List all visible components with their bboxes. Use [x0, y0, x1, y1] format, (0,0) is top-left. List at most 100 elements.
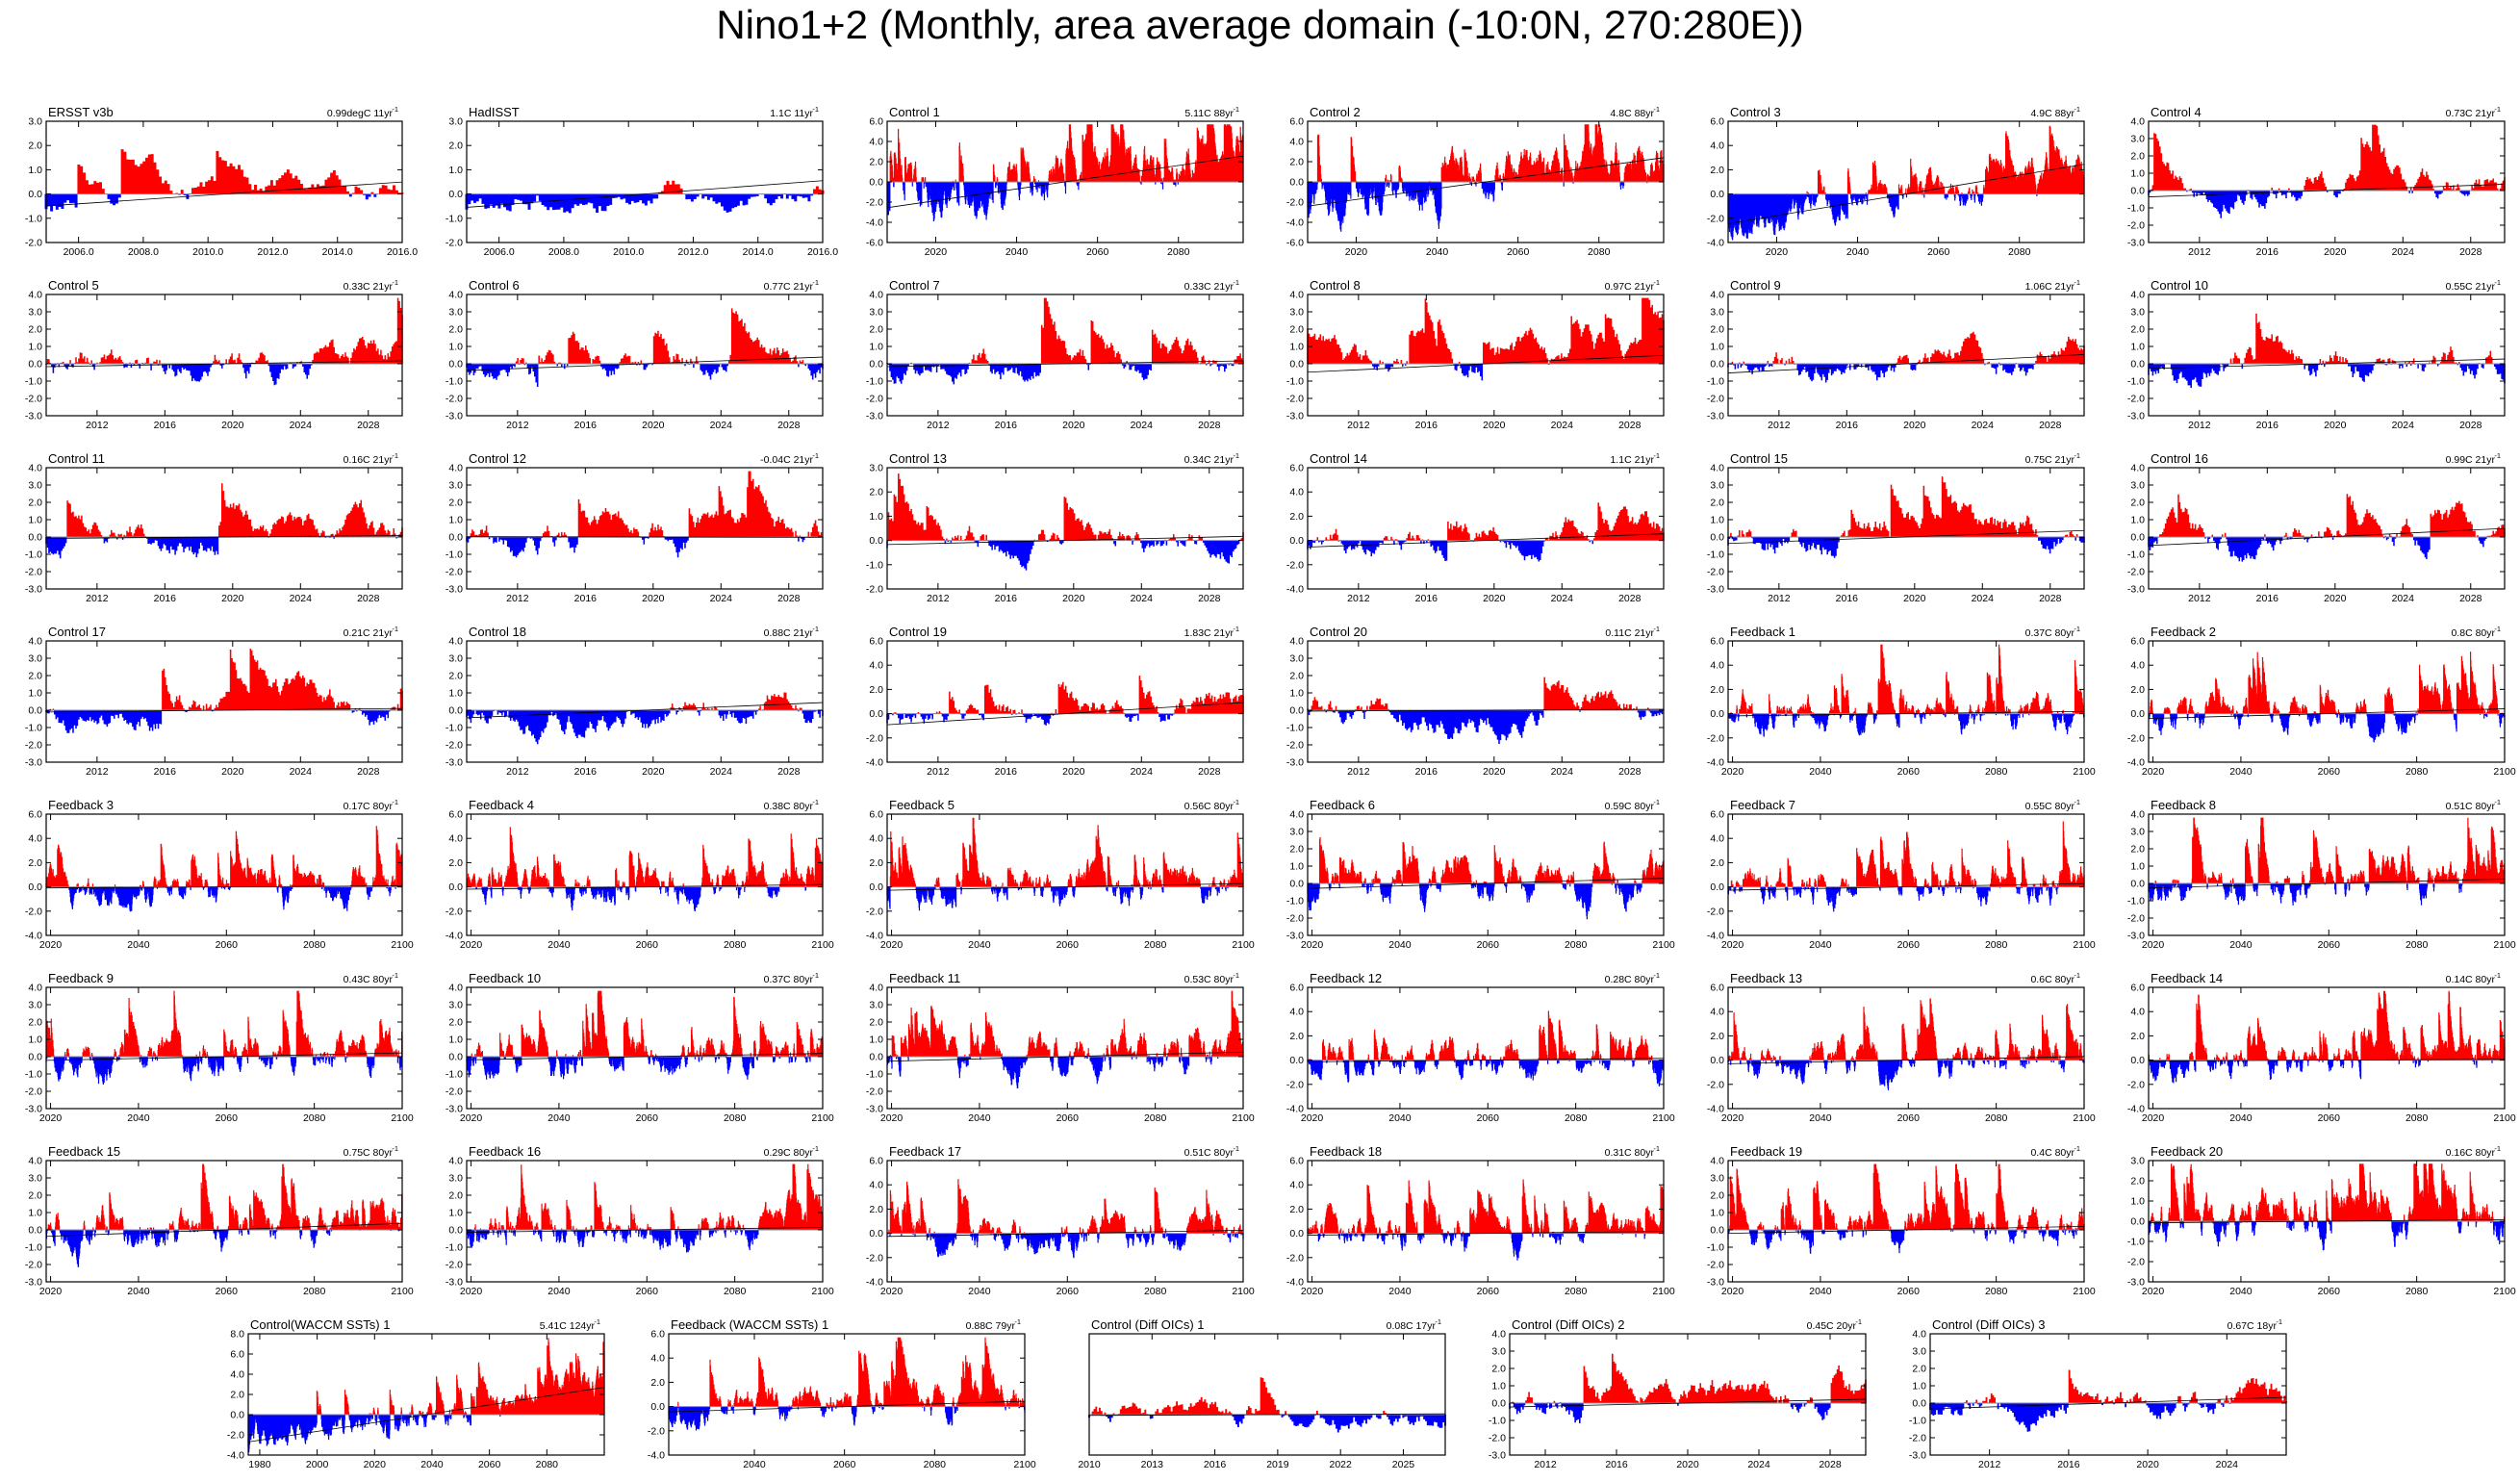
trend-label: 0.99C 21yr [2446, 454, 2496, 466]
positive-anomaly-area [889, 817, 1244, 887]
y-tick-label: 0.0 [448, 189, 463, 200]
trend-exponent: -1 [1653, 971, 1660, 980]
trend-label: 0.11C 21yr [1605, 627, 1654, 639]
positive-anomaly-area [2151, 124, 2506, 191]
x-tick-label: 2010 [1078, 1459, 1101, 1470]
panel-label: Control 9 [1730, 278, 1781, 293]
x-tick-label: 2060 [1897, 1112, 1921, 1124]
y-tick-label: -2.0 [1286, 913, 1304, 925]
y-tick-label: -3.0 [445, 1104, 463, 1115]
y-tick-label: 6.0 [650, 1329, 665, 1341]
y-tick-label: -2.0 [866, 732, 883, 744]
y-tick-label: 0.0 [1289, 879, 1304, 890]
y-tick-label: 2.0 [869, 157, 883, 168]
y-tick-label: 6.0 [28, 809, 42, 821]
trend-label: 0.99degC 11yr [327, 108, 394, 119]
y-tick-label: 2.0 [1912, 1364, 1926, 1375]
y-tick-label: 3.0 [28, 480, 42, 492]
x-tick-label: 2028 [357, 766, 380, 778]
x-tick-label: 2016 [2256, 593, 2279, 604]
x-tick-label: 2006.0 [484, 246, 515, 258]
y-tick-label: 2.0 [1710, 857, 1724, 869]
positive-anomaly-area [49, 649, 403, 710]
y-tick-label: 3.0 [28, 307, 42, 319]
x-tick-label: 2020 [2324, 593, 2347, 604]
y-tick-label: 4.0 [1710, 141, 1724, 152]
trend-label: 0.43C 80yr [344, 974, 394, 985]
trend-exponent: -1 [2074, 798, 2080, 806]
x-tick-label: 2012 [1347, 593, 1370, 604]
y-tick-label: -2.0 [1286, 559, 1304, 571]
trend-line [1307, 708, 1665, 712]
y-tick-label: -3.0 [445, 584, 463, 596]
x-tick-label: 2040 [2229, 939, 2253, 951]
panel-label: Feedback 14 [2151, 971, 2223, 985]
y-tick-label: 2.0 [1289, 844, 1304, 856]
panel-label: Feedback 4 [469, 798, 534, 812]
x-tick-label: 2024 [710, 420, 733, 431]
positive-anomaly-area [2151, 1163, 2506, 1221]
trend-exponent: -1 [2494, 971, 2501, 980]
y-tick-label: -2.0 [866, 197, 883, 209]
trend-line [1727, 1226, 2085, 1234]
x-tick-label: 2060 [2318, 939, 2341, 951]
y-tick-label: 2.0 [2130, 684, 2145, 696]
y-tick-label: 4.0 [1289, 137, 1304, 148]
x-tick-label: 2080 [924, 1459, 947, 1470]
x-tick-label: 2012 [1347, 766, 1370, 778]
x-tick-label: 2020 [880, 939, 904, 951]
y-tick-label: -4.0 [1707, 931, 1724, 942]
panel-label: Control 8 [1310, 278, 1361, 293]
positive-anomaly-area [77, 149, 404, 194]
y-tick-label: -2.0 [1286, 197, 1304, 209]
y-tick-label: 4.0 [650, 1353, 665, 1365]
y-tick-label: -2.0 [1707, 567, 1724, 578]
y-tick-label: 2.0 [2130, 844, 2145, 856]
x-tick-label: 2060 [478, 1459, 501, 1470]
trend-label: 1.83C 21yr [1184, 627, 1235, 639]
y-tick-label: -2.0 [866, 584, 883, 596]
x-tick-label: 2060 [1897, 939, 1921, 951]
y-tick-label: -4.0 [2127, 1104, 2145, 1115]
y-tick-label: -1.0 [25, 549, 42, 561]
negative-anomaly-area [886, 540, 1240, 571]
y-tick-label: 4.0 [1710, 1156, 1724, 1167]
trend-label: 0.33C 21yr [344, 281, 394, 293]
y-tick-label: 4.0 [1710, 290, 1724, 301]
y-tick-label: 0.0 [448, 705, 463, 717]
panel-label: Control 3 [1730, 105, 1781, 119]
x-tick-label: 2012 [506, 766, 529, 778]
positive-anomaly-area [46, 990, 403, 1057]
negative-anomaly-area [2148, 1221, 2505, 1251]
y-tick-label: -3.0 [1286, 757, 1304, 769]
y-tick-label: -2.0 [1286, 1252, 1304, 1264]
y-tick-label: -2.0 [1707, 1260, 1724, 1271]
trend-line [1307, 1058, 1665, 1062]
y-tick-label: -2.0 [25, 567, 42, 578]
y-tick-label: 0.0 [1491, 1398, 1506, 1410]
y-tick-label: 0.0 [448, 1052, 463, 1063]
trend-line [1727, 882, 2085, 891]
y-tick-label: 4.0 [1710, 660, 1724, 672]
x-tick-label: 2040 [547, 1112, 571, 1124]
x-tick-label: 2024 [2392, 593, 2415, 604]
plot-frame [2148, 986, 2506, 1110]
y-tick-label: 2.0 [28, 671, 42, 682]
x-tick-label: 2012 [2188, 593, 2211, 604]
positive-anomaly-area [66, 483, 403, 537]
x-tick-label: 2040 [1388, 1112, 1412, 1124]
y-tick-label: -1.0 [25, 213, 42, 224]
x-tick-label: 2028 [1198, 420, 1221, 431]
trend-exponent: -1 [812, 798, 819, 806]
plot-frame [886, 640, 1244, 763]
x-tick-label: 2028 [1618, 420, 1642, 431]
y-tick-label: -2.0 [25, 1260, 42, 1271]
x-tick-label: 2016 [1415, 593, 1438, 604]
y-tick-label: 3.0 [1912, 1346, 1926, 1358]
negative-anomaly-area [466, 1057, 811, 1080]
x-tick-label: 2080 [303, 1286, 326, 1297]
y-tick-label: -3.0 [2127, 411, 2145, 422]
y-tick-label: -1.0 [445, 549, 463, 561]
